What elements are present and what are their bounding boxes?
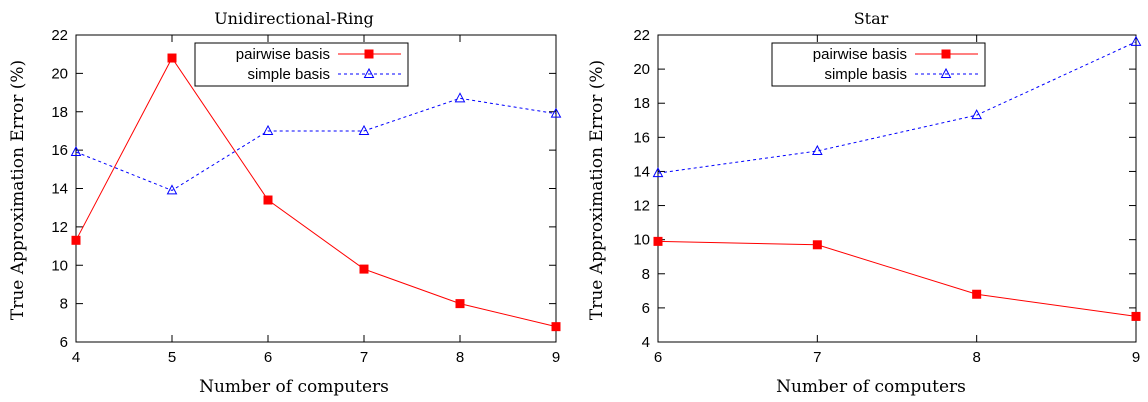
data-point-triangle: [363, 67, 375, 78]
y-tick-label: 16: [51, 142, 68, 159]
y-tick-label: 22: [633, 27, 650, 44]
y-tick-label: 12: [51, 219, 68, 236]
data-point-triangle: [358, 124, 370, 135]
x-tick-label: 4: [72, 349, 80, 366]
x-tick-label: 9: [552, 349, 560, 366]
y-tick-label: 6: [60, 334, 68, 351]
series-line-simple-basis: [657, 41, 1137, 174]
data-point-square: [1131, 311, 1141, 321]
data-point-triangle: [652, 167, 664, 178]
plot-area: 6 8 10 12 14 16 18 20 22 4 5 6 7 8 9 pairwise basis simp…: [51, 27, 562, 366]
x-tick-label: 7: [360, 349, 368, 366]
data-point-square: [364, 49, 374, 59]
series-line-pairwise-basis: [657, 240, 1137, 317]
plot-frame: [657, 34, 1137, 343]
y-tick-label: 18: [633, 95, 650, 112]
legend-label: simple basis: [824, 66, 907, 83]
data-point-triangle: [971, 109, 982, 120]
chart-title: Star: [854, 9, 889, 28]
data-point-square: [653, 236, 663, 246]
data-point-square: [167, 53, 177, 63]
y-tick-label: 8: [60, 296, 68, 313]
x-axis-label: Number of computers: [199, 377, 389, 397]
legend: pairwise basis simple basis: [771, 42, 986, 87]
chart-unidirectional-ring: Unidirectional-Ring Number of computers …: [8, 9, 562, 397]
data-point-triangle: [454, 92, 466, 103]
data-point-triangle: [550, 107, 562, 118]
x-axis-label: Number of computers: [776, 377, 966, 397]
x-tick-label: 7: [813, 349, 821, 366]
data-point-triangle: [812, 144, 823, 155]
x-tick-label: 5: [168, 349, 176, 366]
y-tick-label: 20: [51, 65, 68, 82]
y-tick-label: 10: [633, 232, 650, 249]
data-point-square: [972, 289, 982, 299]
y-axis-label: True Approximation Error (%): [587, 60, 607, 320]
data-point-square: [551, 322, 561, 332]
data-point-square: [941, 49, 951, 59]
y-tick-label: 12: [633, 198, 650, 215]
x-tick-label: 8: [456, 349, 464, 366]
x-tick-label: 6: [654, 349, 662, 366]
data-point-triangle: [940, 67, 952, 78]
legend-label: pairwise basis: [813, 46, 907, 63]
chart-title: Unidirectional-Ring: [214, 9, 374, 28]
y-tick-label: 18: [51, 104, 68, 121]
series-line-simple-basis: [75, 97, 557, 191]
data-point-triangle: [166, 184, 178, 195]
data-point-square: [71, 235, 81, 245]
y-tick-label: 14: [51, 181, 68, 198]
data-point-triangle: [1130, 35, 1142, 46]
data-point-triangle: [70, 145, 82, 157]
y-tick-label: 16: [633, 129, 650, 146]
y-tick-label: 22: [51, 27, 68, 44]
data-point-square: [359, 264, 369, 274]
data-point-square: [455, 299, 465, 309]
chart-star: Star Number of computers True Approximat…: [587, 9, 1142, 397]
x-tick-label: 6: [264, 349, 272, 366]
legend: pairwise basis simple basis: [194, 42, 409, 87]
series-line-pairwise-basis: [75, 57, 557, 328]
x-tick-label: 8: [972, 349, 980, 366]
legend-label: simple basis: [247, 66, 330, 83]
y-tick-label: 6: [642, 300, 650, 317]
y-tick-label: 10: [51, 257, 68, 274]
x-tick-label: 9: [1132, 349, 1140, 366]
data-point-square: [812, 240, 822, 250]
data-point-triangle: [262, 124, 274, 135]
y-tick-label: 4: [642, 334, 650, 351]
y-tick-label: 14: [633, 163, 650, 180]
y-tick-label: 20: [633, 61, 650, 78]
y-axis-label: True Approximation Error (%): [8, 60, 28, 320]
data-point-square: [263, 195, 273, 205]
y-tick-label: 8: [642, 266, 650, 283]
legend-label: pairwise basis: [236, 46, 330, 63]
